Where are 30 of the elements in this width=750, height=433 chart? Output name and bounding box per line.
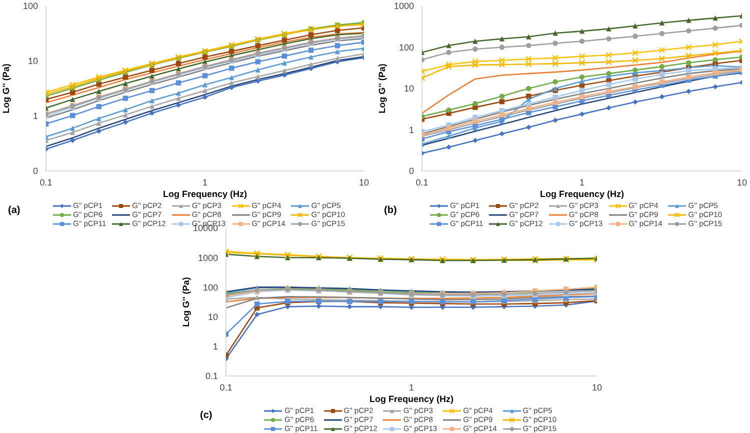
x-tick-label: 10	[358, 177, 370, 188]
y-axis-title: Log G'' (Pa)	[377, 64, 388, 114]
y-tick-label: 1	[32, 111, 38, 122]
x-axis-title: Log Frequency (Hz)	[162, 189, 248, 199]
x-tick-label: 0.1	[40, 177, 52, 188]
y-tick-label: 10	[208, 312, 218, 322]
y-tick-label: 1	[408, 124, 414, 135]
x-tick-label: 10	[736, 177, 748, 188]
x-tick-label: 0.1	[220, 382, 232, 392]
y-tick-label: 0.1	[205, 371, 218, 382]
y-tick-label: 0	[32, 166, 38, 176]
text: (c)	[200, 410, 212, 421]
y-axis-title: Log G'' (Pa)	[1, 64, 12, 114]
y-tick-label: 100	[22, 1, 38, 12]
y-tick-label: 100	[202, 282, 218, 292]
x-tick-label: 10	[592, 382, 602, 392]
y-tick-label: 1	[212, 342, 218, 352]
y-tick-label: 0	[408, 166, 414, 176]
y-axis-title: Log G'' (Pa)	[181, 277, 192, 327]
y-tick-label: 10	[404, 84, 414, 94]
y-tick-label: 100	[398, 42, 414, 52]
y-tick-label: 1000	[394, 1, 414, 12]
text: (b)	[384, 205, 397, 216]
x-tick-label: 1	[579, 177, 585, 188]
text: (a)	[8, 205, 20, 216]
y-tick-label: 1000	[198, 252, 218, 263]
x-tick-label: 0.1	[416, 177, 428, 188]
y-tick-label: 10	[28, 56, 38, 66]
x-axis-title: Log Frequency (Hz)	[369, 394, 454, 404]
x-axis-title: Log Frequency (Hz)	[540, 189, 624, 199]
